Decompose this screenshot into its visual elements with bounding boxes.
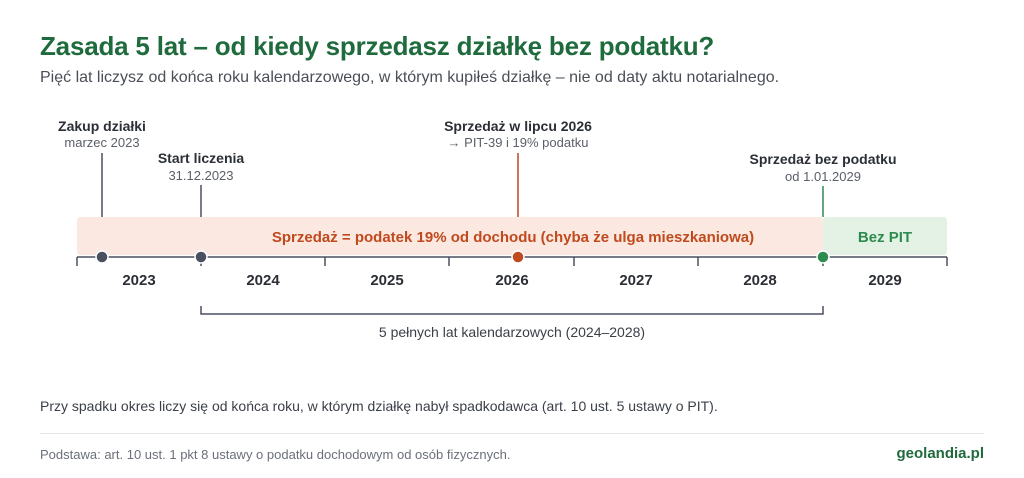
five-year-span-label: 5 pełnych lat kalendarzowych (2024–2028)	[379, 324, 645, 340]
start-title: Start liczenia	[158, 150, 245, 166]
legal-basis: Podstawa: art. 10 ust. 1 pkt 8 ustawy o …	[40, 447, 511, 462]
purchase-detail: marzec 2023	[64, 135, 139, 150]
year-label: 2026	[495, 272, 528, 289]
year-label: 2028	[743, 272, 776, 289]
year-label: 2029	[868, 272, 901, 289]
page-title: Zasada 5 lat – od kiedy sprzedasz działk…	[40, 31, 715, 61]
start-marker	[194, 250, 208, 264]
inheritance-note: Przy spadku okres liczy się od końca rok…	[40, 398, 718, 414]
purchase-title: Zakup działki	[58, 118, 146, 134]
year-label: 2024	[246, 272, 280, 289]
footer-divider	[40, 433, 984, 434]
taxed-sale-detail: → PIT-39 i 19% podatku	[448, 135, 589, 150]
five-year-bracket	[200, 306, 824, 315]
free-band-label: Bez PIT	[858, 229, 912, 246]
tax-band-label: Sprzedaż = podatek 19% od dochodu (chyba…	[272, 229, 754, 246]
taxed-sale-marker	[511, 250, 525, 264]
year-label: 2023	[122, 272, 155, 289]
taxed-sale-title: Sprzedaż w lipcu 2026	[444, 118, 592, 134]
tax-period-band	[77, 217, 823, 255]
free-sale-marker	[816, 250, 830, 264]
tax-free-band	[823, 217, 947, 255]
start-detail: 31.12.2023	[168, 168, 233, 183]
free-sale-detail: od 1.01.2029	[785, 169, 861, 184]
year-labels: 2023 2024 2025 2026 2027 2028 2029	[122, 272, 901, 289]
year-label: 2025	[370, 272, 403, 289]
free-sale-title: Sprzedaż bez podatku	[749, 151, 896, 167]
brand-link[interactable]: geolandia.pl	[896, 445, 984, 462]
page-subtitle: Pięć lat liczysz od końca roku kalendarz…	[40, 69, 780, 86]
year-label: 2027	[619, 272, 652, 289]
purchase-marker	[95, 250, 109, 264]
